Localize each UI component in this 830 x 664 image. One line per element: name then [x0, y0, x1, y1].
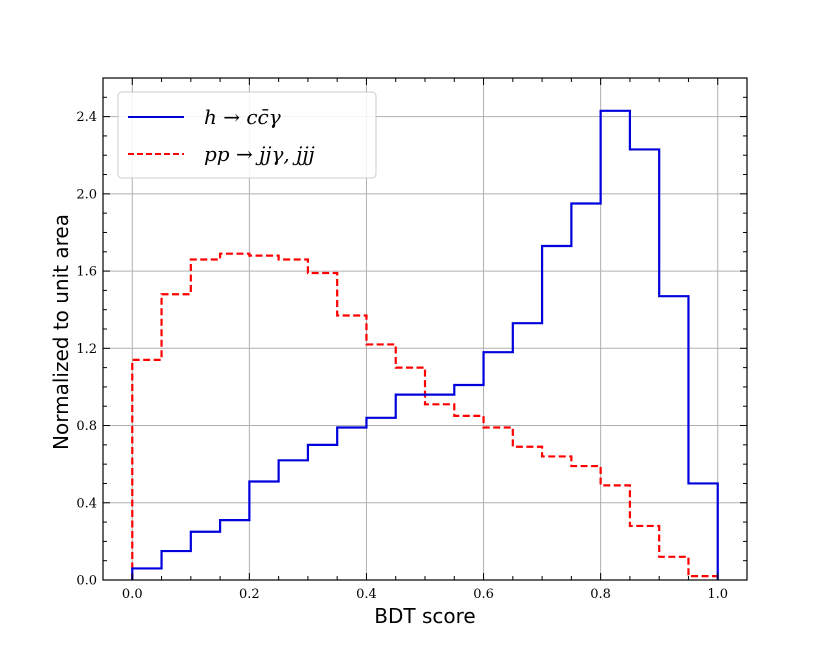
x-axis-title: BDT score: [374, 604, 475, 628]
series-layer: [131, 109, 719, 580]
x-tick-label: 0.8: [590, 587, 611, 602]
y-tick-label: 1.2: [76, 342, 97, 357]
y-tick-labels: 0.0 0.4 0.8 1.2 1.6 2.0 2.4: [76, 110, 97, 588]
y-tick-label: 0.0: [76, 574, 97, 589]
y-tick-label: 2.4: [76, 110, 97, 125]
signal-histogram-step: [131, 109, 719, 580]
y-tick-label: 0.8: [76, 419, 97, 434]
y-tick-label: 1.6: [76, 265, 97, 280]
legend-box: [117, 91, 377, 179]
x-tick-label: 0.4: [356, 587, 377, 602]
x-tick-labels: 0.0 0.2 0.4 0.6 0.8 1.0: [122, 587, 728, 602]
axis-ticks: [102, 77, 748, 581]
legend-label-background: pp → jjγ, jjj: [204, 142, 315, 166]
background-histogram-step: [131, 252, 719, 580]
y-tick-label: 2.0: [76, 187, 97, 202]
x-tick-label: 1.0: [707, 587, 728, 602]
legend-label-signal: h → cc̄γ: [204, 105, 281, 129]
x-tick-label: 0.6: [473, 587, 494, 602]
x-tick-label: 0.0: [122, 587, 143, 602]
y-axis-title: Normalized to unit area: [49, 214, 73, 450]
x-tick-label: 0.2: [239, 587, 260, 602]
y-tick-label: 0.4: [76, 496, 97, 511]
legend: h → cc̄γ pp → jjγ, jjj: [117, 91, 377, 179]
